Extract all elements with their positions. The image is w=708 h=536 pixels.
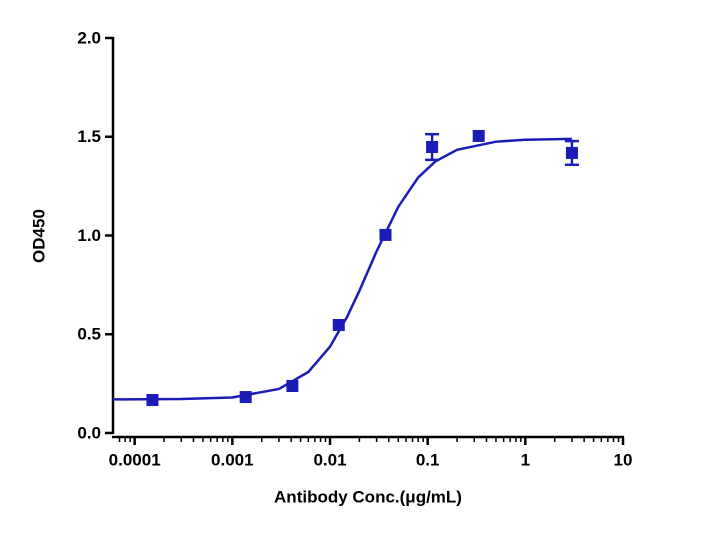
- y-tick-label: 2.0: [77, 28, 101, 47]
- x-tick-label: 10: [614, 450, 633, 469]
- data-point: [472, 129, 485, 142]
- data-point: [239, 391, 252, 404]
- data-point: [286, 379, 299, 392]
- data-point: [379, 228, 392, 241]
- x-axis-title: Antibody Conc.(μg/mL): [274, 487, 462, 506]
- x-tick-label: 0.1: [416, 450, 440, 469]
- x-tick-label: 1: [521, 450, 530, 469]
- fit-curve: [112, 137, 572, 401]
- y-tick-label: 0.0: [77, 423, 101, 442]
- data-point: [426, 141, 439, 154]
- x-tick-label: 0.0001: [109, 450, 161, 469]
- data-point: [146, 394, 159, 407]
- y-tick-label: 0.5: [77, 325, 101, 344]
- data-point: [565, 146, 578, 159]
- x-tick-label: 0.001: [211, 450, 254, 469]
- y-tick-label: 1.0: [77, 226, 101, 245]
- y-tick-label: 1.5: [77, 127, 101, 146]
- data-point: [332, 318, 345, 331]
- y-axis-title: OD450: [29, 209, 48, 263]
- x-tick-label: 0.01: [313, 450, 346, 469]
